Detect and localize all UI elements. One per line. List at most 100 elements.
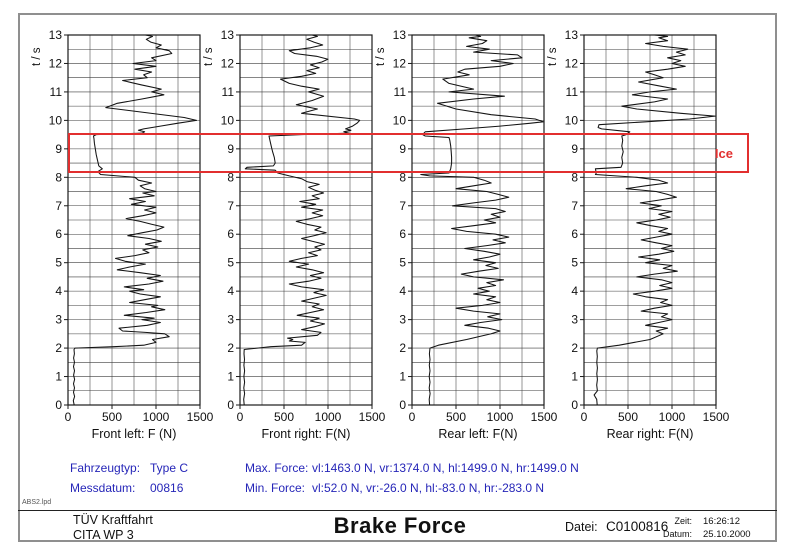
x-tick-label: 0: [409, 410, 416, 424]
y-tick-label: 5: [571, 256, 578, 270]
y-axis-title: t / s: [31, 47, 43, 66]
organization-line1: TÜV Kraftfahrt: [73, 513, 153, 527]
time-label: Zeit:: [674, 516, 692, 526]
y-tick-label: 4: [571, 284, 578, 298]
y-tick-label: 13: [565, 28, 579, 42]
x-tick-label: 1000: [659, 410, 686, 424]
program-file-name: ABS2.lpd: [22, 499, 52, 506]
y-tick-label: 9: [399, 142, 406, 156]
x-tick-label: 1500: [531, 410, 558, 424]
x-axis-title: Rear left: F(N): [438, 427, 517, 441]
y-tick-label: 0: [227, 398, 234, 412]
y-tick-label: 2: [571, 341, 578, 355]
y-tick-label: 10: [565, 113, 579, 127]
y-tick-label: 12: [565, 56, 579, 70]
y-tick-label: 11: [222, 85, 235, 99]
y-tick-label: 4: [55, 284, 62, 298]
x-tick-label: 500: [618, 410, 638, 424]
y-tick-label: 2: [399, 341, 406, 355]
file-label: Datei:: [565, 520, 598, 534]
measure-date-value: 00816: [150, 481, 184, 495]
y-tick-label: 2: [55, 341, 62, 355]
y-tick-label: 3: [227, 313, 234, 327]
vehicle-type-label: Fahrzeugtyp:: [70, 461, 141, 475]
y-tick-label: 4: [399, 284, 406, 298]
x-tick-label: 1000: [487, 410, 514, 424]
y-tick-label: 13: [221, 28, 235, 42]
y-tick-label: 0: [399, 398, 406, 412]
x-tick-label: 0: [581, 410, 588, 424]
y-tick-label: 13: [393, 28, 407, 42]
y-tick-label: 9: [227, 142, 234, 156]
ice-region-label: Ice: [714, 145, 733, 161]
max-force-label: Max. Force:: [245, 461, 309, 475]
plot-frame: [67, 34, 201, 406]
plot-frame: [583, 34, 717, 406]
y-tick-label: 4: [227, 284, 234, 298]
x-tick-label: 0: [65, 410, 72, 424]
force-curve: [593, 34, 716, 406]
ice-region-highlight: Ice: [68, 132, 749, 173]
x-tick-label: 500: [446, 410, 466, 424]
y-tick-label: 12: [221, 56, 235, 70]
x-axis-title: Front right: F(N): [262, 427, 351, 441]
y-tick-label: 7: [227, 199, 234, 213]
y-tick-label: 12: [49, 56, 63, 70]
y-tick-label: 9: [571, 142, 578, 156]
y-tick-label: 8: [399, 170, 406, 184]
x-tick-label: 500: [274, 410, 294, 424]
y-tick-label: 3: [55, 313, 62, 327]
y-tick-label: 6: [227, 227, 234, 241]
report-title: Brake Force: [333, 513, 467, 538]
x-axis-title: Front left: F (N): [92, 427, 177, 441]
y-tick-label: 10: [221, 113, 235, 127]
y-tick-label: 3: [399, 313, 406, 327]
y-tick-label: 12: [393, 56, 407, 70]
y-tick-label: 8: [227, 170, 234, 184]
x-tick-label: 1500: [187, 410, 214, 424]
y-tick-label: 10: [393, 113, 407, 127]
y-tick-label: 0: [571, 398, 578, 412]
y-tick-label: 1: [571, 370, 578, 384]
y-tick-label: 2: [227, 341, 234, 355]
vehicle-type-row: Fahrzeugtyp:: [70, 461, 140, 475]
x-tick-label: 1000: [143, 410, 170, 424]
min-force-label: Min. Force:: [245, 481, 306, 495]
y-tick-label: 8: [571, 170, 578, 184]
y-tick-label: 7: [571, 199, 578, 213]
y-tick-label: 0: [55, 398, 62, 412]
min-force-value: vl:52.0 N, vr:-26.0 N, hl:-83.0 N, hr:-2…: [312, 481, 545, 495]
organization-line2: CITA WP 3: [73, 528, 134, 542]
force-curve: [72, 34, 198, 406]
x-tick-label: 500: [102, 410, 122, 424]
y-tick-label: 1: [227, 370, 234, 384]
y-tick-label: 6: [399, 227, 406, 241]
file-value: C0100816: [606, 519, 669, 534]
force-curve: [420, 34, 544, 406]
y-tick-label: 7: [55, 199, 62, 213]
measure-date-label: Messdatum:: [70, 481, 136, 495]
y-tick-label: 11: [394, 85, 407, 99]
vehicle-type-value: Type C: [150, 461, 189, 475]
y-tick-label: 8: [55, 170, 62, 184]
time-value: 16:26:12: [703, 516, 740, 527]
y-tick-label: 13: [49, 28, 63, 42]
organization-block: TÜV Kraftfahrt CITA WP 3: [73, 513, 153, 543]
date-label: Datum:: [662, 529, 692, 539]
y-tick-label: 5: [55, 256, 62, 270]
y-tick-label: 1: [55, 370, 62, 384]
max-force-value: vl:1463.0 N, vr:1374.0 N, hl:1499.0 N, h…: [312, 461, 579, 475]
y-axis-title: t / s: [547, 47, 559, 66]
force-curve: [243, 34, 361, 406]
footer-separator: [18, 510, 777, 511]
plot-frame: [411, 34, 545, 406]
y-axis-title: t / s: [203, 47, 215, 66]
y-tick-label: 9: [55, 142, 62, 156]
x-axis-title: Rear right: F(N): [607, 427, 694, 441]
y-axis-title: t / s: [375, 47, 387, 66]
